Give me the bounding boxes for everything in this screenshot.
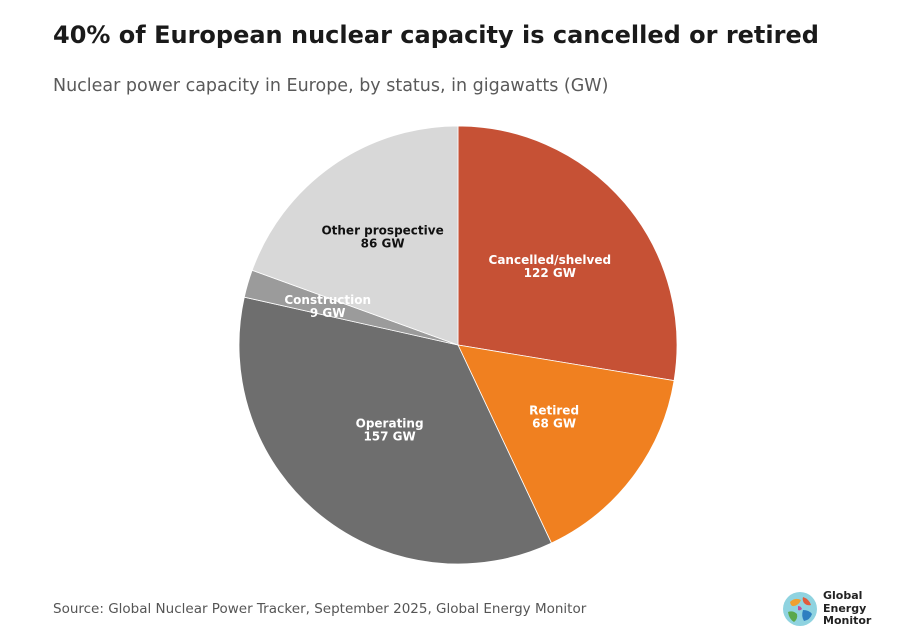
logo-text-line: Monitor xyxy=(823,614,872,627)
slice-value-label: 68 GW xyxy=(532,417,576,431)
chart-title: 40% of European nuclear capacity is canc… xyxy=(53,21,819,49)
slice-label: Retired xyxy=(529,404,579,418)
slice-label: Operating xyxy=(356,417,424,431)
gem-logo: Global Energy Monitor xyxy=(781,589,871,629)
slice-label: Cancelled/shelved xyxy=(489,253,612,267)
logo-text-line: Global xyxy=(823,589,863,602)
slice-value-label: 86 GW xyxy=(361,236,405,250)
pie-slice xyxy=(238,296,552,565)
slice-value-label: 122 GW xyxy=(524,266,576,280)
source-note: Source: Global Nuclear Power Tracker, Se… xyxy=(53,601,587,617)
pie-slice xyxy=(457,125,678,382)
pie-slice xyxy=(251,125,459,346)
pie-slice xyxy=(457,344,675,544)
logo-text-line: Energy xyxy=(823,601,867,615)
globe-icon xyxy=(783,592,817,626)
slice-label: Other prospective xyxy=(321,223,443,237)
chart-subtitle: Nuclear power capacity in Europe, by sta… xyxy=(53,76,609,96)
slice-value-label: 157 GW xyxy=(363,430,415,444)
slice-label: Construction xyxy=(284,293,371,307)
slice-value-label: 9 GW xyxy=(310,306,346,320)
